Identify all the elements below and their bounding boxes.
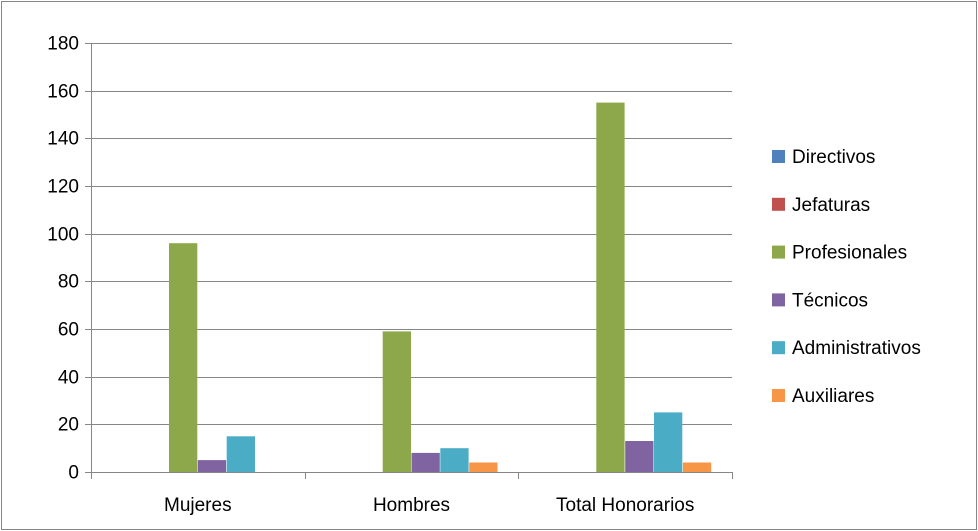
- bar-administrativos-2: [654, 412, 683, 472]
- legend-label: Jefaturas: [792, 195, 870, 216]
- legend-swatch: [772, 197, 785, 211]
- legend-label: Directivos: [792, 147, 875, 168]
- y-tick-label: 160: [47, 82, 79, 103]
- y-tick-label: 80: [58, 272, 79, 293]
- bar-auxiliares-1: [469, 462, 498, 472]
- legend-swatch: [772, 293, 785, 307]
- bar-tecnicos-0: [197, 460, 227, 472]
- y-tick-label: 40: [58, 368, 79, 389]
- legend-label: Auxiliares: [792, 386, 874, 407]
- y-tick-label: 60: [58, 320, 79, 341]
- axis-labels: 0 20 40 60 80 100 120 140 160 180 Mujeres Hombres To…: [47, 34, 694, 517]
- legend-swatch: [772, 150, 785, 163]
- bar-profesionales-2: [596, 102, 625, 472]
- y-tick-label: 100: [47, 225, 79, 246]
- y-tick-label: 0: [68, 463, 79, 484]
- x-category-label: Total Honorarios: [556, 495, 694, 516]
- legend-swatch: [772, 245, 785, 259]
- y-tick-label: 180: [47, 34, 79, 55]
- x-category-label: Hombres: [373, 495, 450, 516]
- bar-profesionales-0: [169, 243, 198, 472]
- y-tick-label: 140: [47, 129, 79, 150]
- axes: [85, 43, 733, 479]
- y-tick-label: 20: [58, 415, 79, 436]
- legend: Directivos Jefaturas Profesionales Técnicos…: [772, 147, 921, 407]
- bar-profesionales-1: [382, 331, 411, 472]
- x-category-label: Mujeres: [164, 495, 232, 516]
- legend-label: Administrativos: [792, 338, 921, 359]
- bar-administrativos-1: [440, 448, 469, 472]
- legend-swatch: [772, 389, 785, 402]
- gridlines: [91, 43, 732, 425]
- bar-tecnicos-2: [625, 441, 654, 472]
- legend-swatch: [772, 341, 785, 355]
- bar-auxiliares-2: [682, 462, 712, 472]
- y-tick-label: 120: [47, 177, 79, 198]
- legend-label: Técnicos: [792, 290, 868, 311]
- bars: [169, 102, 712, 473]
- bar-tecnicos-1: [411, 452, 440, 472]
- legend-label: Profesionales: [792, 243, 907, 264]
- bar-administrativos-0: [226, 436, 255, 473]
